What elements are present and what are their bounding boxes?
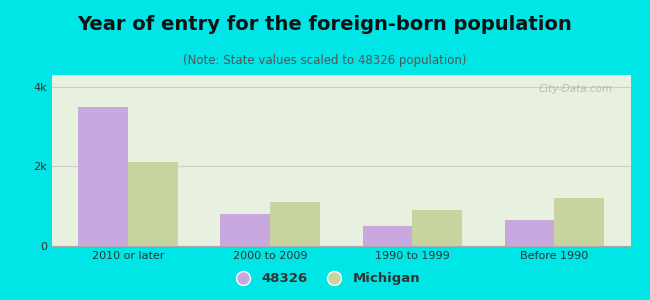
Legend: 48326, Michigan: 48326, Michigan [225, 267, 425, 290]
Bar [554, 198, 604, 246]
Text: (Note: State values scaled to 48326 population): (Note: State values scaled to 48326 popu… [183, 54, 467, 67]
Text: City-Data.com: City-Data.com [539, 83, 613, 94]
Bar [128, 163, 178, 246]
Bar [220, 214, 270, 246]
Bar [412, 210, 462, 246]
Text: Year of entry for the foreign-born population: Year of entry for the foreign-born popul… [77, 15, 573, 34]
Bar [270, 202, 320, 246]
Bar [78, 107, 128, 246]
Bar [363, 226, 412, 246]
Bar [504, 220, 554, 246]
